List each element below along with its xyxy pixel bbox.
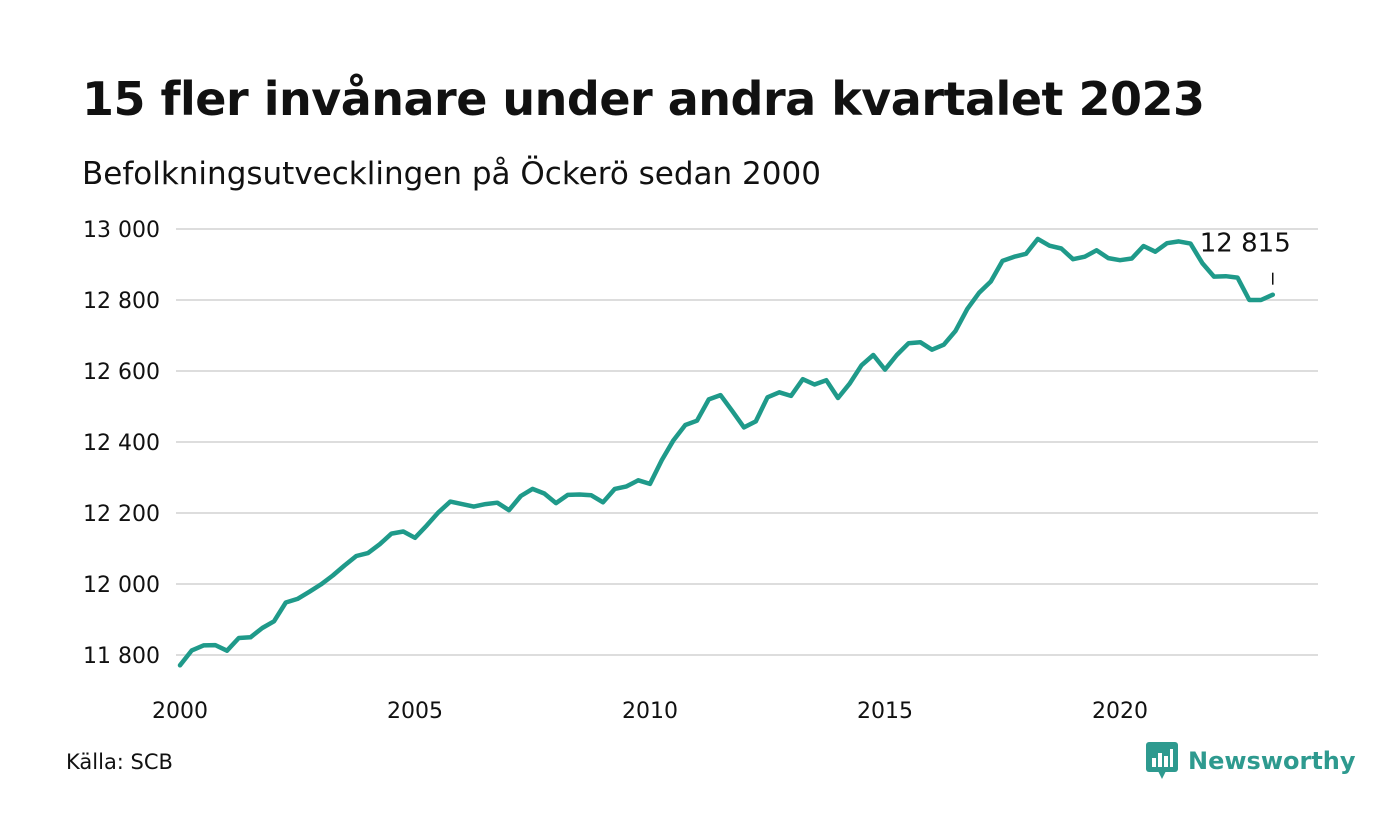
- series-line: [177, 236, 1276, 668]
- bar-chart-speech-bubble-icon: [1146, 742, 1178, 779]
- y-tick-label: 12 200: [83, 502, 160, 527]
- x-tick-label: 2020: [1092, 699, 1148, 724]
- line-chart: 11 800 12 000 12 200 12 400 12 600 12 800 13 0…: [83, 218, 1318, 724]
- y-tick-label: 12 600: [83, 360, 160, 385]
- chart-subtitle: Befolkningsutvecklingen på Öckerö sedan …: [82, 156, 821, 192]
- y-tick-label: 12 000: [83, 573, 160, 598]
- x-tick-label: 2015: [857, 699, 913, 724]
- y-tick-label: 11 800: [83, 644, 160, 669]
- y-tick-label: 12 400: [83, 431, 160, 456]
- last-value-label: 12 815: [1200, 229, 1291, 259]
- x-tick-label: 2005: [387, 699, 443, 724]
- brand-name: Newsworthy: [1188, 747, 1356, 775]
- y-tick-label: 13 000: [83, 218, 160, 243]
- source-note: Källa: SCB: [66, 750, 173, 774]
- chart-title: 15 fler invånare under andra kvartalet 2…: [82, 72, 1205, 126]
- y-tick-label: 12 800: [83, 289, 160, 314]
- brand-logo[interactable]: Newsworthy: [1146, 742, 1356, 780]
- x-tick-label: 2010: [622, 699, 678, 724]
- x-tick-label: 2000: [152, 699, 208, 724]
